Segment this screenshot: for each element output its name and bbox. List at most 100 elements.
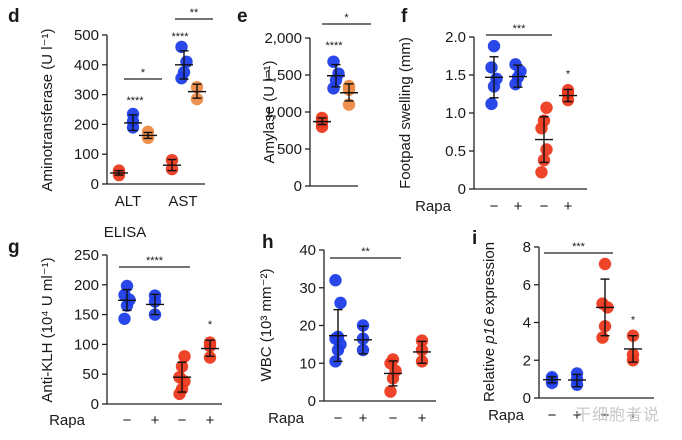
- y-tick-label: 30: [299, 280, 316, 297]
- rapa-row-label: Rapa: [415, 198, 452, 215]
- data-point: [485, 61, 498, 74]
- data-group: [110, 164, 128, 182]
- watermark: 干细胞者说: [575, 407, 661, 424]
- rapa-sign-label: −: [389, 410, 398, 427]
- y-axis-label: Anti-KLH (10⁴ U ml⁻¹): [39, 257, 56, 402]
- data-group: [509, 58, 527, 91]
- data-point: [540, 101, 553, 114]
- y-tick-label: 100: [74, 336, 99, 353]
- data-point: [178, 350, 191, 363]
- y-tick-label: 0: [91, 176, 99, 193]
- y-tick-label: 10: [299, 355, 316, 372]
- data-point: [384, 385, 397, 398]
- rapa-sign-label: +: [359, 410, 368, 427]
- y-axis-label: Amylase (U l⁻¹): [261, 61, 278, 164]
- y-axis-label: Relative p16 expression: [481, 242, 498, 402]
- rapa-sign-label: −: [123, 412, 132, 429]
- panel-d: d 0 100 200 300 400 500 Aminotransferase (U l⁻¹…: [8, 6, 213, 210]
- data-point: [332, 67, 345, 80]
- data-point: [415, 334, 429, 347]
- rapa-sign-label: −: [178, 412, 187, 429]
- rapa-sign-label: +: [573, 407, 582, 424]
- data-group: [329, 274, 347, 368]
- data-point: [598, 257, 612, 271]
- y-tick-label: 2: [523, 352, 531, 369]
- rapa-sign-label: +: [629, 407, 638, 424]
- rapa-sign-label: −: [490, 198, 499, 215]
- rapa-sign-label: −: [548, 407, 557, 424]
- data-group: [384, 353, 402, 398]
- panel-g: g ELISA 0 50 100 150 200 250 Anti-KLH (10⁴ U ml⁻…: [8, 224, 222, 429]
- rapa-sign-label: +: [418, 410, 427, 427]
- data-point: [487, 39, 501, 53]
- data-point: [329, 274, 342, 287]
- data-point: [509, 58, 522, 71]
- data-group: [173, 350, 191, 401]
- y-tick-label: 1,500: [264, 67, 302, 84]
- data-group: [596, 257, 614, 344]
- rapa-row-label: Rapa: [488, 407, 525, 424]
- y-tick-label: 200: [74, 277, 99, 294]
- data-group: [559, 84, 577, 107]
- data-group: [118, 279, 136, 325]
- panel-letter: i: [472, 228, 477, 249]
- data-group: [413, 334, 431, 368]
- y-tick-label: 0: [294, 178, 302, 195]
- data-point: [386, 353, 400, 366]
- y-tick-label: 1.5: [445, 67, 466, 84]
- y-tick-label: 100: [74, 146, 99, 163]
- significance-label: *: [141, 67, 146, 79]
- panel-letter: e: [237, 6, 248, 27]
- significance-label: *: [344, 12, 349, 24]
- y-axis-label: Aminotransferase (U l⁻¹): [39, 29, 56, 192]
- data-group: [340, 79, 358, 111]
- rapa-sign-label: +: [514, 198, 523, 215]
- y-tick-label: 2.0: [445, 29, 466, 46]
- data-group: [354, 319, 372, 357]
- y-tick-label: 4: [523, 315, 531, 332]
- data-group: [163, 153, 181, 176]
- panel-letter: g: [8, 237, 20, 258]
- y-tick-label: 200: [74, 116, 99, 133]
- y-tick-label: 40: [299, 242, 316, 259]
- data-point: [327, 55, 340, 68]
- data-group: [201, 336, 219, 364]
- data-point: [356, 319, 370, 332]
- rapa-sign-label: −: [601, 407, 610, 424]
- data-point: [535, 166, 548, 179]
- panel-title: ELISA: [104, 224, 147, 241]
- x-category-label: ALT: [115, 193, 141, 210]
- data-point: [540, 143, 553, 156]
- y-tick-label: 250: [74, 247, 99, 264]
- data-group: [327, 55, 345, 95]
- y-tick-label: 500: [277, 141, 302, 158]
- y-axis-label: Footpad swelling (mm): [397, 37, 414, 189]
- panel-letter: d: [8, 6, 20, 27]
- significance-label: ****: [325, 40, 343, 52]
- y-tick-label: 150: [74, 307, 99, 324]
- rapa-sign-label: +: [206, 412, 215, 429]
- data-group: [485, 39, 503, 111]
- data-point: [118, 312, 131, 325]
- y-tick-label: 8: [523, 239, 531, 256]
- significance-label: ***: [513, 23, 527, 35]
- data-group: [313, 111, 331, 133]
- significance-label: *: [631, 315, 636, 327]
- y-tick-label: 0.5: [445, 143, 466, 160]
- rapa-sign-label: +: [151, 412, 160, 429]
- data-group: [568, 367, 586, 391]
- data-group: [139, 125, 157, 145]
- y-tick-label: 6: [523, 277, 531, 294]
- y-axis-label: WBC (10³ mm⁻²): [258, 269, 275, 382]
- rapa-sign-label: −: [334, 410, 343, 427]
- significance-label: *: [208, 319, 213, 331]
- significance-label: ****: [146, 255, 164, 267]
- data-point: [180, 55, 193, 69]
- significance-label: *: [566, 68, 571, 80]
- y-tick-label: 0: [523, 390, 531, 407]
- y-tick-label: 300: [74, 87, 99, 104]
- y-tick-label: 0: [458, 181, 466, 198]
- significance-label: ****: [126, 95, 144, 107]
